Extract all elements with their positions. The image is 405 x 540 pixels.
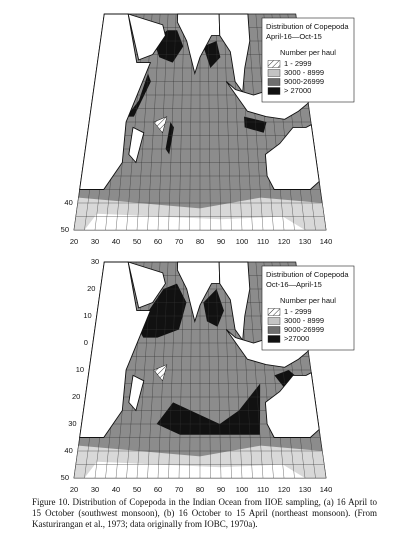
caption: Figure 10. Distribution of Copepoda in t… <box>32 497 377 529</box>
longitude-label: 130 <box>299 237 312 246</box>
legend-swatch <box>267 326 281 334</box>
legend-label: 9000-26999 <box>284 77 324 86</box>
low-density-area <box>153 364 168 382</box>
legend-swatch <box>267 317 281 325</box>
longitude-label: 40 <box>112 237 120 246</box>
longitude-label: 70 <box>175 485 183 494</box>
southern-zone <box>84 213 305 230</box>
figure: 20 30 40 50 60 70 80 90 100 110 120 130 1404050Distr… <box>61 13 355 494</box>
latitude-label: 40 <box>64 198 72 207</box>
legend-swatch <box>267 60 281 68</box>
land <box>128 126 145 164</box>
land <box>79 261 152 438</box>
land <box>79 13 152 190</box>
high-density-area <box>126 73 151 117</box>
longitude-label: 120 <box>278 485 291 494</box>
longitude-label: 130 <box>299 485 312 494</box>
latitude-label: 0 <box>84 338 88 347</box>
land <box>128 374 145 412</box>
legend-label: > 27000 <box>284 86 311 95</box>
legend-period: April-16—Oct-15 <box>266 32 322 41</box>
longitude-label: 110 <box>257 485 269 494</box>
longitude-label: 80 <box>196 237 204 246</box>
land <box>264 372 320 438</box>
legend-swatch <box>267 335 281 343</box>
legend-period: Oct-16—April-15 <box>266 280 322 289</box>
longitude-label: 100 <box>236 237 249 246</box>
land <box>176 13 221 76</box>
longitude-label: 30 <box>91 237 99 246</box>
southern-zone <box>84 461 305 478</box>
land <box>218 13 251 94</box>
longitude-label: 20 <box>70 237 78 246</box>
longitude-label: 90 <box>217 485 225 494</box>
land <box>127 13 166 61</box>
high-density-area <box>244 116 267 133</box>
longitude-label: 60 <box>154 237 162 246</box>
longitude-label: 70 <box>175 237 183 246</box>
latitude-label: 10 <box>83 311 91 320</box>
legend-swatch <box>267 69 281 77</box>
map-panel: 20 30 40 50 60 70 80 90 100 110 120 130 140 40 50 Distr… <box>61 13 355 246</box>
longitude-label: 40 <box>112 485 120 494</box>
legend-title: Distribution of Copepoda <box>266 22 349 31</box>
low-density-area <box>153 116 168 134</box>
map-panel: 20 30 40 50 60 70 80 90 100 110 120 130 140302010010… <box>61 257 355 494</box>
legend-label: 1 - 2999 <box>284 59 312 68</box>
legend-title: Distribution of Copepoda <box>266 270 349 279</box>
high-density-area <box>156 383 261 435</box>
land <box>127 261 166 309</box>
latitude-label: 20 <box>72 392 80 401</box>
latitude-label: 50 <box>61 473 69 482</box>
longitude-label: 110 <box>257 237 269 246</box>
longitude-label: 50 <box>133 237 141 246</box>
latitude-label: 10 <box>76 365 84 374</box>
land <box>218 261 251 342</box>
latitude-label: 30 <box>91 257 99 266</box>
longitude-label: 50 <box>133 485 141 494</box>
legend-label: 3000 - 8999 <box>284 316 324 325</box>
legend-heading: Number per haul <box>280 48 336 57</box>
legend-swatch <box>267 87 281 95</box>
longitude-label: 100 <box>236 485 249 494</box>
latitude-label: 30 <box>68 419 76 428</box>
longitude-label: 60 <box>154 485 162 494</box>
legend-swatch <box>267 308 281 316</box>
land <box>264 124 320 190</box>
longitude-label: 90 <box>217 237 225 246</box>
legend-swatch <box>267 78 281 86</box>
legend-heading: Number per haul <box>280 296 336 305</box>
longitude-label: 120 <box>278 237 291 246</box>
longitude-label: 80 <box>196 485 204 494</box>
legend-label: 9000-26999 <box>284 325 324 334</box>
longitude-label: 30 <box>91 485 99 494</box>
legend-label: 3000 - 8999 <box>284 68 324 77</box>
land <box>176 261 221 324</box>
latitude-label: 50 <box>61 225 69 234</box>
longitude-label: 140 <box>320 485 333 494</box>
latitude-label: 40 <box>64 446 72 455</box>
longitude-label: 20 <box>70 485 78 494</box>
latitude-label: 20 <box>87 284 95 293</box>
legend-label: 1 - 2999 <box>284 307 312 316</box>
legend-label: >27000 <box>284 334 309 343</box>
longitude-label: 140 <box>320 237 333 246</box>
